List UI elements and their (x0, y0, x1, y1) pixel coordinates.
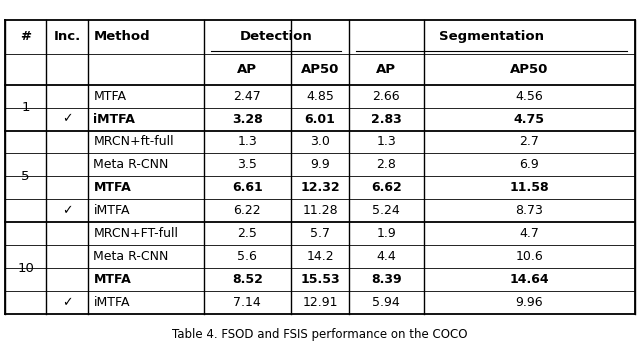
Text: iMTFA: iMTFA (93, 204, 130, 217)
Text: 9.9: 9.9 (310, 158, 330, 171)
Text: 5.6: 5.6 (237, 250, 257, 263)
Text: 2.83: 2.83 (371, 113, 402, 126)
Text: 1.9: 1.9 (376, 227, 396, 240)
Text: ✓: ✓ (62, 204, 72, 217)
Text: 11.28: 11.28 (302, 204, 338, 217)
Text: ✓: ✓ (62, 113, 72, 126)
Text: 2.7: 2.7 (519, 135, 540, 148)
Text: AP: AP (376, 63, 396, 76)
Text: MTFA: MTFA (93, 273, 131, 286)
Text: Segmentation: Segmentation (439, 30, 545, 43)
Text: 5.7: 5.7 (310, 227, 330, 240)
Text: iMTFA: iMTFA (93, 113, 135, 126)
Text: 8.52: 8.52 (232, 273, 263, 286)
Text: 15.53: 15.53 (300, 273, 340, 286)
Text: 2.47: 2.47 (234, 90, 261, 103)
Text: 6.62: 6.62 (371, 182, 402, 194)
Text: Detection: Detection (240, 30, 312, 43)
Text: #: # (20, 30, 31, 43)
Text: Meta R-CNN: Meta R-CNN (93, 158, 169, 171)
Text: 4.85: 4.85 (306, 90, 334, 103)
Text: 2.66: 2.66 (372, 90, 400, 103)
Text: 6.61: 6.61 (232, 182, 263, 194)
Text: 6.9: 6.9 (520, 158, 539, 171)
Text: 6.01: 6.01 (305, 113, 335, 126)
Text: 12.32: 12.32 (300, 182, 340, 194)
Text: MRCN+FT-full: MRCN+FT-full (93, 227, 179, 240)
Text: 10.6: 10.6 (515, 250, 543, 263)
Text: 3.5: 3.5 (237, 158, 257, 171)
Text: 12.91: 12.91 (302, 296, 338, 309)
Text: 5.94: 5.94 (372, 296, 400, 309)
Text: 6.22: 6.22 (234, 204, 261, 217)
Text: iMTFA: iMTFA (93, 296, 130, 309)
Text: Inc.: Inc. (54, 30, 81, 43)
Text: 7.14: 7.14 (234, 296, 261, 309)
Text: 8.39: 8.39 (371, 273, 401, 286)
Text: ✓: ✓ (62, 296, 72, 309)
Text: 3.28: 3.28 (232, 113, 263, 126)
Text: 4.75: 4.75 (514, 113, 545, 126)
Text: Meta R-CNN: Meta R-CNN (93, 250, 169, 263)
Text: 3.0: 3.0 (310, 135, 330, 148)
Text: 9.96: 9.96 (515, 296, 543, 309)
Text: MTFA: MTFA (93, 90, 127, 103)
Text: 4.7: 4.7 (519, 227, 540, 240)
Text: 1.3: 1.3 (237, 135, 257, 148)
Text: MTFA: MTFA (93, 182, 131, 194)
Text: 2.5: 2.5 (237, 227, 257, 240)
Text: 5: 5 (21, 170, 30, 183)
Text: AP50: AP50 (301, 63, 339, 76)
Text: 10: 10 (17, 262, 34, 275)
Text: 14.64: 14.64 (509, 273, 549, 286)
Text: 5.24: 5.24 (372, 204, 400, 217)
Text: 1: 1 (21, 101, 30, 114)
Text: 11.58: 11.58 (509, 182, 549, 194)
Text: 8.73: 8.73 (515, 204, 543, 217)
Text: AP: AP (237, 63, 257, 76)
Text: AP50: AP50 (510, 63, 548, 76)
Text: Table 4. FSOD and FSIS performance on the COCO: Table 4. FSOD and FSIS performance on th… (172, 329, 468, 341)
Text: Method: Method (93, 30, 150, 43)
Text: 1.3: 1.3 (376, 135, 396, 148)
Text: 2.8: 2.8 (376, 158, 396, 171)
Text: 4.4: 4.4 (376, 250, 396, 263)
Text: 14.2: 14.2 (306, 250, 334, 263)
Text: MRCN+ft-full: MRCN+ft-full (93, 135, 174, 148)
Text: 4.56: 4.56 (515, 90, 543, 103)
